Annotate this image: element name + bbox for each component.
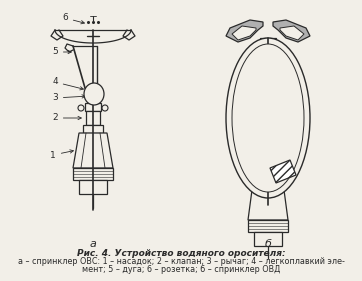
Text: а: а [89, 239, 96, 249]
Bar [85, 103, 101, 111]
Polygon shape [73, 133, 113, 168]
Text: 4: 4 [52, 78, 83, 90]
Polygon shape [226, 20, 263, 42]
Polygon shape [270, 160, 296, 183]
Bar [254, 232, 282, 246]
Polygon shape [273, 20, 310, 42]
Bar [263, 50, 273, 58]
Text: Рис. 4. Устройство водяного оросителя:: Рис. 4. Устройство водяного оросителя: [77, 249, 285, 258]
Text: 3: 3 [52, 94, 85, 103]
Ellipse shape [78, 105, 84, 111]
Bar [79, 180, 107, 194]
Text: 6: 6 [62, 13, 84, 24]
Ellipse shape [232, 44, 304, 192]
Bar [83, 125, 103, 133]
Ellipse shape [102, 105, 108, 111]
Ellipse shape [84, 83, 104, 105]
Text: 5: 5 [52, 47, 71, 56]
Bar [86, 111, 100, 125]
Bar [73, 168, 113, 180]
Text: мент; 5 – дуга; 6 – розетка; б – спринклер ОВД: мент; 5 – дуга; 6 – розетка; б – спринкл… [82, 265, 280, 274]
Text: а – спринклер ОВС: 1 – насадок; 2 – клапан; 3 – рычаг; 4 – легкоплавкий эле-: а – спринклер ОВС: 1 – насадок; 2 – клап… [18, 257, 344, 266]
Polygon shape [248, 190, 288, 220]
Bar [248, 220, 288, 232]
Bar [260, 38, 276, 50]
Text: 2: 2 [52, 114, 81, 123]
Text: 1: 1 [50, 150, 73, 160]
Bar [262, 172, 274, 182]
Ellipse shape [226, 38, 310, 198]
Polygon shape [232, 26, 256, 40]
Polygon shape [280, 26, 304, 40]
Text: б: б [265, 239, 272, 249]
Bar [260, 182, 276, 190]
